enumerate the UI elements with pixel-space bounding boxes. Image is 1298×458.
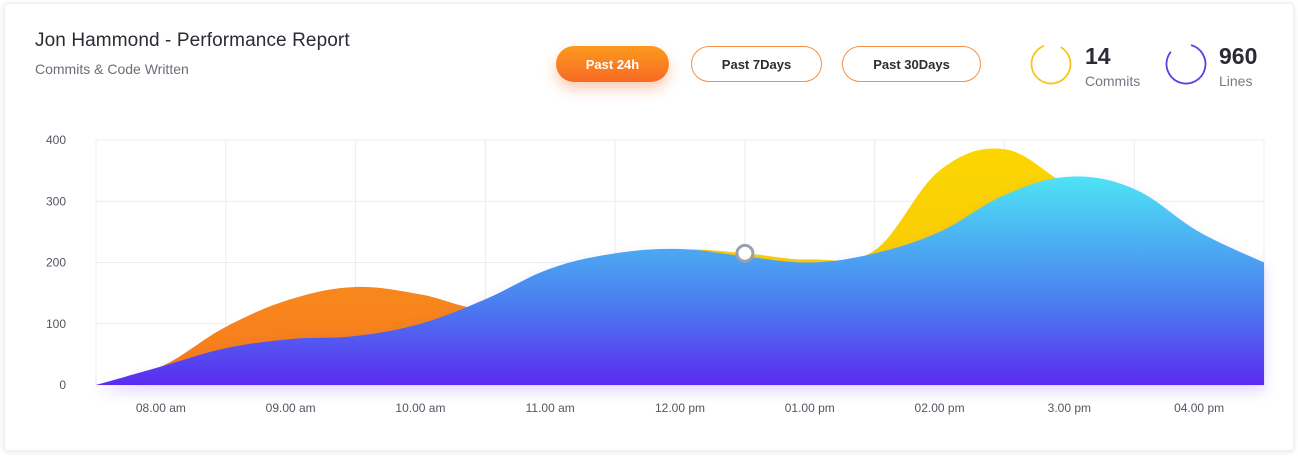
- commits-ring-icon: [1030, 43, 1072, 85]
- filter-past-30days-button[interactable]: Past 30Days: [842, 46, 981, 82]
- x-tick-label: 02.00 pm: [915, 401, 965, 415]
- y-tick-label: 100: [46, 317, 66, 331]
- y-tick-label: 200: [46, 256, 66, 270]
- report-subtitle: Commits & Code Written: [35, 61, 189, 77]
- chart-series: [96, 148, 1264, 385]
- filter-past-7days-button[interactable]: Past 7Days: [691, 46, 822, 82]
- y-tick-label: 0: [59, 378, 66, 392]
- y-tick-label: 400: [46, 133, 66, 147]
- hover-marker-inner: [739, 247, 751, 259]
- hover-marker-ring: [735, 243, 755, 263]
- lines-ring-icon: [1165, 43, 1207, 85]
- x-tick-label: 09.00 am: [266, 401, 316, 415]
- chart-axes: 0 100 200 300 400 08.00 am 09.00 am 10.00 am 11.…: [46, 133, 1224, 415]
- filter-past-24h-button[interactable]: Past 24h: [556, 46, 669, 82]
- lines-area: [96, 176, 1264, 385]
- x-tick-label: 04.00 pm: [1174, 401, 1224, 415]
- commits-label: Commits: [1085, 73, 1141, 89]
- x-tick-label: 12.00 pm: [655, 401, 705, 415]
- lines-label: Lines: [1219, 73, 1253, 89]
- x-tick-label: 10.00 am: [395, 401, 445, 415]
- y-tick-label: 300: [46, 194, 66, 208]
- x-tick-label: 11.00 am: [526, 401, 575, 415]
- x-tick-label: 3.00 pm: [1048, 401, 1091, 415]
- x-tick-label: 08.00 am: [136, 401, 186, 415]
- x-tick-label: 01.00 pm: [785, 401, 835, 415]
- lines-count: 960: [1219, 43, 1258, 69]
- report-title: Jon Hammond - Performance Report: [35, 30, 350, 51]
- commits-count: 14: [1085, 43, 1111, 69]
